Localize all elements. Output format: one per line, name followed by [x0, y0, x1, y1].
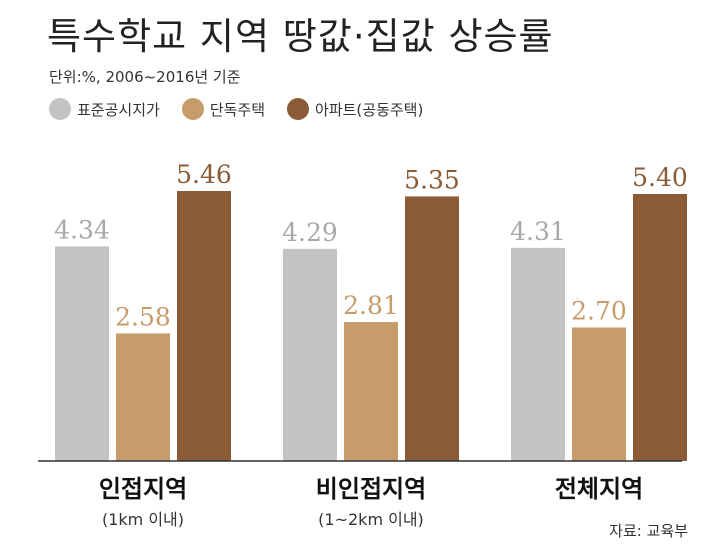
bar-1-1 [344, 322, 398, 461]
legend-swatch-series-1 [181, 98, 204, 120]
value-label-2-1: 2.70 [571, 296, 627, 325]
bar-1-0 [283, 248, 337, 461]
value-label-1-0: 4.29 [282, 218, 338, 247]
legend-item-series-1: 단독주택 [181, 98, 266, 120]
legend-swatch-series-0 [49, 98, 71, 120]
value-label-0-0: 4.34 [54, 215, 110, 244]
value-label-1-2: 5.35 [404, 165, 460, 194]
category-note-0: (1km 이내) [102, 510, 184, 529]
value-label-2-0: 4.31 [510, 217, 566, 246]
value-label-0-1: 2.58 [115, 302, 171, 331]
legend: 표준공시지가 단독주택 아파트(공동주택) [49, 98, 423, 120]
legend-item-series-2: 아파트(공동주택) [287, 98, 423, 120]
legend-item-series-0: 표준공시지가 [49, 98, 160, 120]
bar-0-0 [55, 246, 109, 461]
bar-2-2 [633, 193, 687, 461]
bar-2-0 [511, 247, 565, 461]
value-label-1-1: 2.81 [343, 291, 399, 320]
chart-title: 특수학교 지역 땅값·집값 상승률 [47, 15, 554, 58]
category-label-2: 전체지역 [555, 475, 643, 503]
value-label-0-2: 5.46 [176, 160, 232, 189]
value-label-2-2: 5.40 [632, 163, 688, 192]
source-note: 자료: 교육부 [609, 522, 688, 540]
bar-0-1 [116, 333, 170, 461]
bar-2-1 [572, 327, 626, 461]
legend-label-series-1: 단독주택 [209, 100, 266, 119]
category-label-1: 비인접지역 [316, 475, 426, 503]
chart-subtitle: 단위:%, 2006~2016년 기준 [49, 68, 241, 86]
category-label-0: 인접지역 [99, 475, 187, 503]
bar-1-2 [405, 196, 459, 461]
legend-label-series-2: 아파트(공동주택) [315, 100, 424, 119]
legend-swatch-series-2 [287, 98, 310, 120]
bar-0-2 [177, 191, 231, 461]
category-note-1: (1~2km 이내) [318, 510, 424, 529]
legend-label-series-0: 표준공시지가 [77, 100, 160, 119]
